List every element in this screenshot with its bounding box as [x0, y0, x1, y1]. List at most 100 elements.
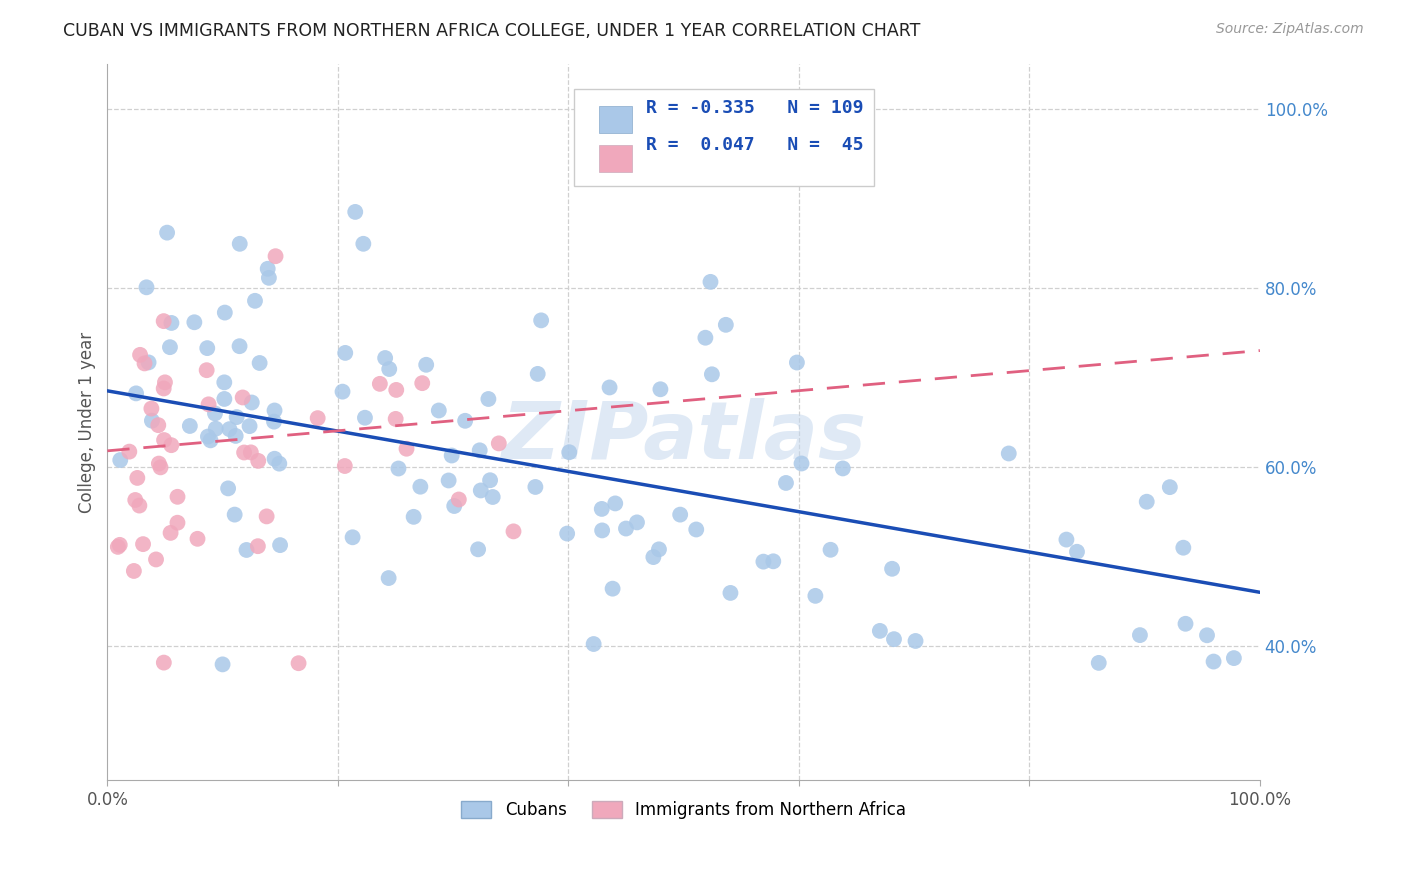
Point: [195, 363, 218, 377]
Point: [214, 392, 236, 406]
Point: [124, 493, 146, 508]
Point: [118, 444, 141, 458]
Point: [141, 414, 163, 428]
Point: [179, 419, 201, 434]
FancyBboxPatch shape: [599, 145, 631, 172]
Point: [269, 538, 291, 552]
Point: [1223, 651, 1246, 665]
Point: [186, 532, 208, 546]
Point: [183, 315, 205, 329]
Point: [256, 509, 278, 524]
Point: [195, 341, 218, 355]
Point: [153, 433, 176, 447]
Point: [217, 482, 239, 496]
Point: [352, 236, 374, 251]
Point: [804, 589, 827, 603]
Point: [643, 550, 665, 565]
Point: [377, 571, 399, 585]
Point: [211, 657, 233, 672]
FancyBboxPatch shape: [599, 106, 631, 134]
Point: [558, 445, 581, 459]
Point: [524, 480, 547, 494]
Point: [145, 552, 167, 566]
Point: [820, 542, 842, 557]
Point: [481, 490, 503, 504]
Point: [1129, 628, 1152, 642]
Point: [246, 539, 269, 553]
Point: [153, 376, 176, 390]
Point: [153, 656, 176, 670]
Point: [263, 403, 285, 417]
Point: [502, 524, 524, 539]
Point: [790, 457, 813, 471]
Point: [650, 382, 672, 396]
Point: [264, 249, 287, 263]
Point: [332, 384, 354, 399]
Point: [108, 538, 131, 552]
Text: CUBAN VS IMMIGRANTS FROM NORTHERN AFRICA COLLEGE, UNDER 1 YEAR CORRELATION CHART: CUBAN VS IMMIGRANTS FROM NORTHERN AFRICA…: [63, 22, 921, 40]
Point: [1054, 533, 1077, 547]
Point: [132, 537, 155, 551]
Point: [454, 414, 477, 428]
Point: [159, 525, 181, 540]
Point: [1202, 655, 1225, 669]
Point: [997, 446, 1019, 460]
Point: [138, 355, 160, 369]
Point: [344, 205, 367, 219]
Point: [225, 429, 247, 443]
Point: [883, 632, 905, 647]
Point: [605, 496, 627, 510]
Point: [232, 391, 254, 405]
Point: [127, 471, 149, 485]
Point: [669, 508, 692, 522]
Point: [385, 383, 408, 397]
Point: [714, 318, 737, 332]
Point: [166, 516, 188, 530]
Point: [141, 401, 163, 416]
Point: [197, 397, 219, 411]
Point: [240, 395, 263, 409]
Point: [243, 293, 266, 308]
Point: [263, 451, 285, 466]
Text: ZIPatlas: ZIPatlas: [501, 398, 866, 475]
Point: [152, 314, 174, 328]
Point: [1174, 616, 1197, 631]
Point: [378, 362, 401, 376]
Point: [599, 380, 621, 394]
Legend: Cubans, Immigrants from Northern Africa: Cubans, Immigrants from Northern Africa: [454, 794, 912, 826]
Point: [152, 382, 174, 396]
Point: [263, 415, 285, 429]
Point: [411, 376, 433, 391]
Point: [602, 582, 624, 596]
Point: [307, 411, 329, 425]
Point: [269, 457, 291, 471]
Point: [247, 454, 270, 468]
Point: [107, 540, 129, 554]
Point: [135, 280, 157, 294]
Point: [214, 376, 236, 390]
Point: [342, 530, 364, 544]
Point: [409, 480, 432, 494]
Point: [479, 473, 502, 487]
Text: R =  0.047   N =  45: R = 0.047 N = 45: [645, 136, 863, 153]
Point: [200, 434, 222, 448]
Point: [440, 449, 463, 463]
Point: [256, 261, 278, 276]
Point: [443, 499, 465, 513]
Point: [555, 526, 578, 541]
Point: [228, 339, 250, 353]
Point: [134, 356, 156, 370]
Point: [159, 340, 181, 354]
FancyBboxPatch shape: [574, 89, 873, 186]
Point: [235, 543, 257, 558]
Point: [1173, 541, 1195, 555]
Point: [468, 443, 491, 458]
Point: [1159, 480, 1181, 494]
Point: [786, 355, 808, 369]
Point: [626, 516, 648, 530]
Point: [648, 542, 671, 557]
Point: [125, 386, 148, 401]
Point: [224, 508, 246, 522]
Point: [591, 524, 613, 538]
Point: [1087, 656, 1109, 670]
